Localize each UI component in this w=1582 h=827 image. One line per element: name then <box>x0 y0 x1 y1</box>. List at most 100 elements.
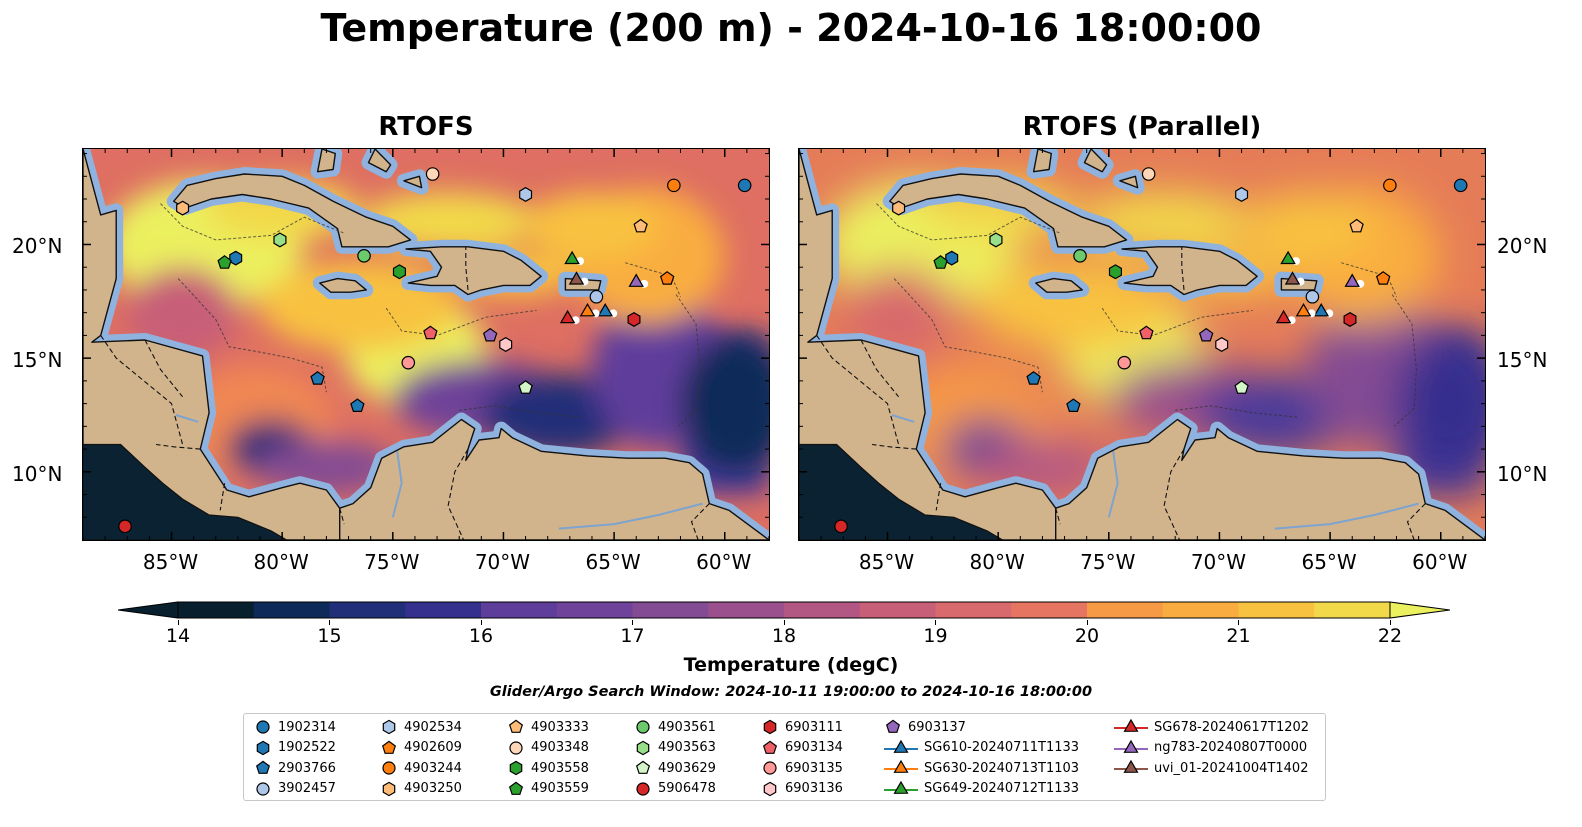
national-border <box>339 508 345 525</box>
river <box>891 414 915 423</box>
legend-marker-shape <box>636 740 650 755</box>
lon-tick-label-right-4: 65°W <box>1301 550 1357 574</box>
map-panel-rtofs[interactable] <box>82 148 770 541</box>
station-2903766-marker <box>350 398 365 412</box>
colorbar-segment <box>784 602 861 618</box>
land-bahamas2 <box>367 149 392 173</box>
legend-marker-triangle-icon <box>1114 759 1148 773</box>
national-border <box>860 339 900 398</box>
station-4903333-marker <box>1349 218 1364 233</box>
legend-marker-shape <box>256 720 270 734</box>
legend-label: uvi_01-20241004T1402 <box>1154 760 1309 776</box>
station-6903135-marker <box>1117 355 1132 370</box>
station-4903561-marker <box>357 249 371 263</box>
legend-label: 4902534 <box>404 719 462 735</box>
station-6903134-marker <box>423 325 438 340</box>
map-panel-rtofs-parallel[interactable] <box>798 148 1486 541</box>
river <box>1107 451 1119 518</box>
station-ng783-20240807T0000-marker <box>1344 273 1360 287</box>
station-4903629-marker <box>518 380 533 394</box>
legend-marker-hexagon-icon <box>636 740 650 755</box>
legend-item-4903559: 4903559 <box>507 779 589 799</box>
station-4903559-marker <box>217 255 232 269</box>
legend-marker-shape <box>382 761 396 775</box>
temperature-map-rtofs <box>83 149 769 540</box>
station-4903333-marker <box>633 218 648 233</box>
river <box>558 502 703 530</box>
legend-label: 3902457 <box>278 781 336 796</box>
legend-item-6903134: 6903134 <box>761 738 843 758</box>
legend-marker-pentagon-icon <box>508 719 524 733</box>
legend-item-4903629: 4903629 <box>634 758 716 778</box>
legend-item-1902522: 1902522 <box>254 738 336 758</box>
legend-marker-shape <box>893 780 909 794</box>
legend-label: 6903137 <box>908 719 966 735</box>
lon-tick-label-left-5: 60°W <box>696 550 752 574</box>
national-border <box>816 335 900 445</box>
station-SG610-20240711T1133-marker <box>1313 303 1330 317</box>
isobath-1000m <box>876 203 1061 241</box>
legend-item-SG630-20240713T1103: SG630-20240713T1103 <box>884 758 1079 778</box>
station-4903250-marker <box>176 200 190 216</box>
legend-marker-shape <box>382 781 396 796</box>
station-5906478-marker <box>118 519 132 534</box>
legend-marker-hexagon-icon <box>256 740 270 755</box>
station-4903558-marker <box>392 264 406 280</box>
station-4902534-marker <box>519 186 533 202</box>
legend-marker-shape <box>381 740 397 754</box>
colorbar-segment <box>481 602 558 618</box>
colorbar-segment <box>1011 602 1088 618</box>
land-bahamas3 <box>1119 175 1139 189</box>
legend-marker-hexagon-icon <box>509 760 523 776</box>
legend-marker-shape <box>256 781 270 796</box>
station-6903135-marker <box>401 355 416 370</box>
legend-item-6903137: 6903137 <box>884 717 966 737</box>
legend-marker-shape <box>256 740 270 755</box>
legend-marker-pentagon-icon <box>381 740 397 754</box>
isobath-1000m <box>893 278 1043 393</box>
colorbar-tick-label: 21 <box>1226 625 1251 647</box>
legend-label: 6903136 <box>785 781 843 796</box>
station-SG678-20240617T1202-marker <box>1275 309 1292 324</box>
legend-item-5906478: 5906478 <box>634 779 716 799</box>
legend-label: 5906478 <box>658 781 716 796</box>
colorbar-segment <box>253 602 331 618</box>
legend-marker-circle-icon <box>636 781 650 796</box>
national-border <box>155 443 201 450</box>
legend-marker-shape <box>509 760 523 776</box>
colorbar-label: Temperature (degC) <box>683 654 899 676</box>
lon-tick-label-left-3: 70°W <box>474 550 531 574</box>
colorbar-tick-label: 15 <box>317 625 342 647</box>
station-2903766-marker <box>1026 371 1041 385</box>
legend-marker-shape <box>508 781 524 795</box>
lat-tick-15n-left: 15°N <box>12 348 63 372</box>
station-4903244-marker <box>1383 178 1397 193</box>
legend-label: 2903766 <box>278 760 336 776</box>
station-6903137-marker <box>482 327 498 342</box>
legend-label: 4903348 <box>531 740 589 755</box>
legend-marker-shape <box>763 719 777 735</box>
colorbar-segment <box>1087 602 1164 618</box>
legend-item-4903244: 4903244 <box>380 758 462 778</box>
colorbar-segment <box>1314 602 1391 618</box>
lon-tick-label-right-3: 70°W <box>1190 550 1247 574</box>
land-hispaniola <box>405 246 542 296</box>
legend-marker-triangle-icon <box>884 739 918 753</box>
legend-marker-shape <box>509 740 523 755</box>
colorbar-tick-mark <box>1389 620 1391 625</box>
colorbar-tick-label: 14 <box>165 625 191 647</box>
legend-item-4903333: 4903333 <box>507 717 589 737</box>
isobath-1000m <box>459 405 581 418</box>
national-border <box>447 448 469 540</box>
legend-label: SG678-20240617T1202 <box>1154 719 1310 735</box>
national-border <box>690 503 710 540</box>
isobath-1000m <box>1175 405 1297 418</box>
legend-item-2903766: 2903766 <box>254 758 336 778</box>
colorbar-tick-mark <box>1086 620 1088 625</box>
legend-marker-hexagon-icon <box>382 781 396 796</box>
river <box>175 414 199 423</box>
colorbar-tick-mark <box>329 620 330 625</box>
legend-marker-triangle-icon <box>1114 718 1148 732</box>
land-bahamas1 <box>316 149 337 173</box>
legend-marker-shape <box>382 719 396 735</box>
